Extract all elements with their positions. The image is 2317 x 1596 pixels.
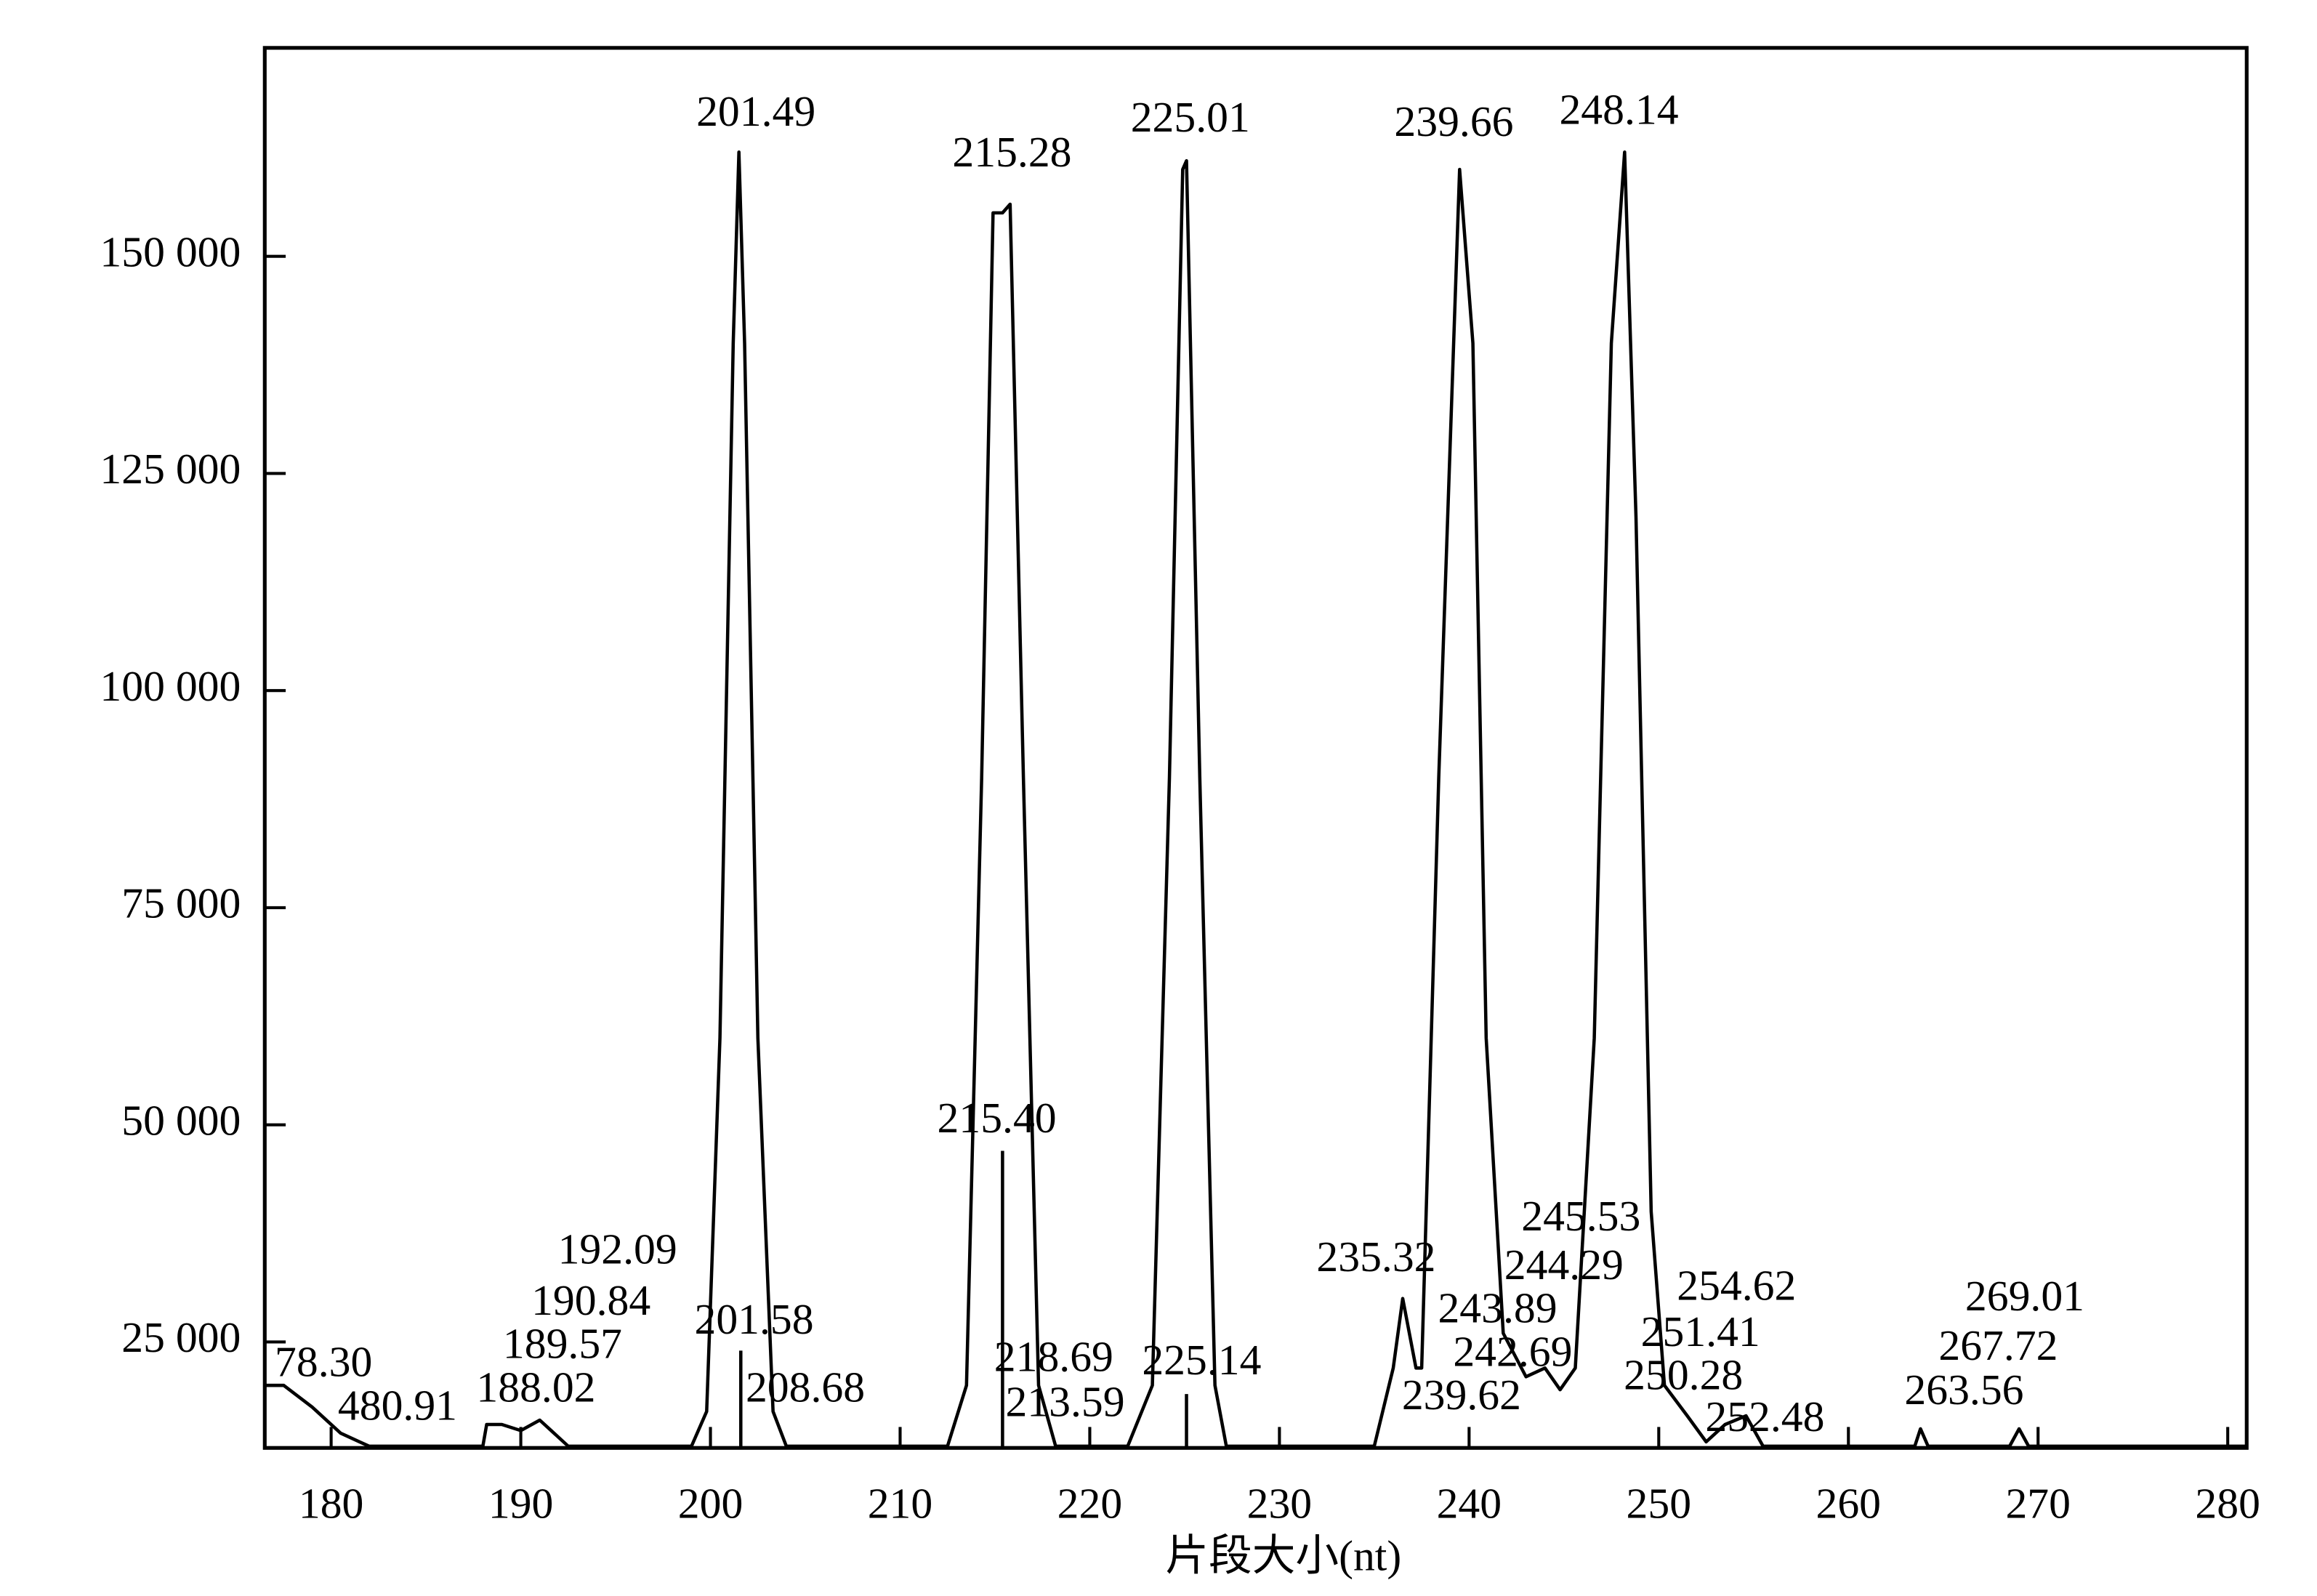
peak-label: 239.66 (1394, 97, 1513, 145)
x-tick-label: 250 (1627, 1479, 1692, 1527)
peak-label: 201.58 (694, 1295, 813, 1343)
x-tick-label: 260 (1816, 1479, 1882, 1527)
peak-label: 208.68 (746, 1363, 865, 1411)
peak-label: 269.01 (1965, 1272, 2084, 1320)
peak-label: 480.91 (338, 1381, 457, 1429)
peak-label: 225.14 (1142, 1336, 1261, 1384)
x-tick-label: 180 (299, 1479, 364, 1527)
y-tick-label: 125 000 (100, 445, 241, 493)
trace-line (265, 150, 2247, 1448)
plot-frame (262, 46, 2249, 1450)
x-tick-label: 190 (488, 1479, 554, 1527)
x-tick-label: 280 (2195, 1479, 2260, 1527)
peak-label: 267.72 (1938, 1321, 2058, 1369)
peak-label: 235.32 (1316, 1233, 1435, 1281)
y-tick-label: 50 000 (121, 1096, 241, 1144)
x-axis-label: 片段大小(nt) (1165, 1531, 1401, 1579)
x-tick-label: 230 (1247, 1479, 1313, 1527)
peak-label: 188.02 (476, 1363, 595, 1411)
peak-label: 239.62 (1402, 1371, 1521, 1419)
peak-label: 263.56 (1904, 1366, 2023, 1414)
peak-label: 248.14 (1559, 85, 1678, 133)
peak-label: 218.69 (994, 1332, 1113, 1380)
x-tick-label: 240 (1437, 1479, 1502, 1527)
y-tick-label: 150 000 (100, 227, 241, 275)
x-tick-label: 200 (678, 1479, 744, 1527)
peak-label: 225.01 (1131, 93, 1250, 141)
peak-label: 201.49 (696, 87, 815, 135)
peak-label: 252.48 (1705, 1393, 1824, 1440)
peak-label: 244.29 (1504, 1241, 1624, 1289)
peak-label: 213.59 (1005, 1378, 1124, 1426)
peak-label: 245.53 (1521, 1192, 1640, 1240)
x-tick-label: 220 (1057, 1479, 1123, 1527)
y-tick-label: 100 000 (100, 662, 241, 710)
peak-label: 254.62 (1677, 1261, 1796, 1309)
y-tick-label: 25 000 (121, 1313, 241, 1361)
peak-label: 250.28 (1624, 1351, 1743, 1399)
y-tick-label: 75 000 (121, 879, 241, 927)
x-tick-label: 270 (2005, 1479, 2071, 1527)
peak-label: 251.41 (1641, 1307, 1760, 1355)
peak-label: 215.40 (938, 1094, 1057, 1142)
peak-label: 243.89 (1438, 1284, 1557, 1332)
peak-label: 78.30 (275, 1338, 372, 1386)
peak-label: 242.69 (1453, 1327, 1572, 1375)
x-tick-label: 210 (868, 1479, 933, 1527)
peak-label: 215.28 (952, 128, 1071, 176)
peak-label: 192.09 (558, 1225, 677, 1273)
peak-label: 190.84 (531, 1276, 650, 1324)
peak-label: 189.57 (503, 1320, 622, 1368)
